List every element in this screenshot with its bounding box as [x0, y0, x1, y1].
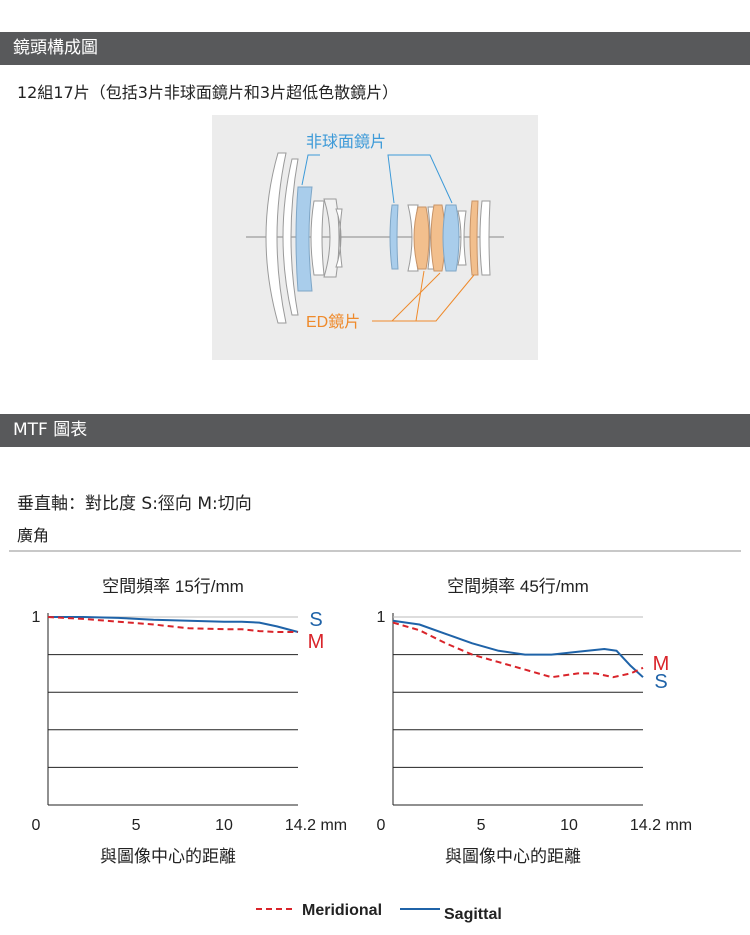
series-sagittal-line [48, 616, 299, 633]
x-tick-label: 10 [560, 817, 578, 834]
x-axis-label: 與圖像中心的距離 [100, 847, 236, 866]
section-title: 鏡頭構成圖 [13, 38, 98, 58]
series-end-label-s: S [309, 609, 322, 631]
ed-label: ED鏡片 [306, 312, 360, 331]
lens-construction-description: 12組17片（包括3片非球面鏡片和3片超低色散鏡片） [17, 83, 399, 102]
x-axis-label: 與圖像中心的距離 [445, 847, 581, 866]
x-tick-label: 5 [132, 817, 141, 834]
legend: Meridional Sagittal [256, 902, 502, 923]
aspherical-element-rear [442, 204, 460, 272]
chart-title: 空間頻率 45行/mm [447, 577, 589, 596]
legend-meridional-label: Meridional [302, 902, 382, 919]
x-tick-label: 0 [32, 817, 41, 834]
section-header-mtf: MTF 圖表 [0, 414, 750, 447]
section-header-lens-construction: 鏡頭構成圖 [0, 32, 750, 65]
section-title: MTF 圖表 [13, 420, 88, 440]
legend-sagittal-label: Sagittal [444, 906, 502, 923]
y-tick-label: 1 [32, 609, 41, 626]
aspherical-element-middle [389, 204, 399, 270]
y-tick-label: 1 [377, 609, 386, 626]
series-meridional-line [392, 621, 644, 679]
x-tick-label: 0 [377, 817, 386, 834]
series-end-label-m: M [653, 653, 670, 675]
series-end-label-m: M [308, 631, 325, 653]
divider [9, 550, 741, 552]
x-tick-label: 5 [477, 817, 486, 834]
x-tick-label: 10 [215, 817, 233, 834]
aspherical-element-front [295, 186, 313, 292]
lens-construction-diagram: 非球面鏡片 ED鏡片 [212, 115, 538, 360]
aspherical-label: 非球面鏡片 [306, 132, 386, 151]
mtf-subtitle: 廣角 [17, 526, 50, 545]
series-sagittal-line [392, 619, 644, 678]
ed-element-1 [413, 206, 430, 270]
mtf-axis-note: 垂直軸：對比度 S:徑向 M:切向 [17, 494, 252, 514]
series-end-label-s: S [654, 671, 667, 693]
x-tick-label: 14.2 mm [285, 817, 347, 834]
x-tick-label: 14.2 mm [630, 817, 692, 834]
ed-element-3 [469, 200, 479, 276]
chart-title: 空間頻率 15行/mm [102, 577, 244, 596]
series-meridional-line [47, 616, 298, 633]
